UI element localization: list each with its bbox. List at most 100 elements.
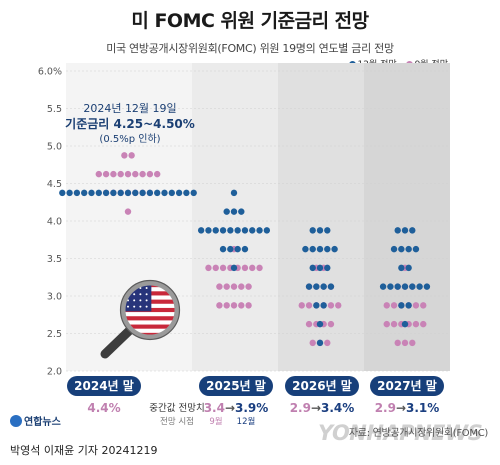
agency-badge-icon — [10, 415, 22, 427]
dot-dec — [313, 283, 320, 290]
y-tick-label: 4.5 — [47, 179, 62, 190]
dot-sep — [241, 264, 249, 272]
median-2: 2.9→3.4% — [290, 401, 355, 415]
y-tick-label: 6.0% — [38, 67, 62, 78]
dot-dec — [249, 227, 256, 234]
median-sep: 3.4 — [204, 401, 225, 415]
dot-sep — [216, 283, 223, 290]
dot-dec — [73, 189, 81, 197]
dot-dec — [197, 227, 205, 234]
dot-dec — [324, 245, 331, 253]
median-dec: 3.9% — [235, 401, 268, 415]
dot-sep — [390, 302, 398, 309]
watermark: YONHAPNEWS — [318, 421, 483, 445]
dot-sep — [327, 320, 335, 328]
median-sep: 2.9 — [290, 401, 311, 415]
dot-sep — [238, 302, 245, 309]
dot-sep — [146, 170, 154, 178]
y-tick-label: 5.0 — [47, 142, 62, 153]
dot-dec — [139, 189, 146, 197]
dot-dec — [205, 227, 212, 234]
dot-sep — [154, 170, 161, 178]
dot-sep — [128, 152, 135, 159]
dot-sep — [249, 264, 256, 272]
dot-dec — [324, 264, 331, 272]
dot-dec — [387, 283, 394, 290]
dot-sep — [230, 302, 238, 309]
dot-dec — [405, 245, 412, 253]
median-arrow: → — [225, 401, 235, 415]
column-backgrounds — [66, 63, 450, 371]
dot-dec — [227, 227, 234, 234]
dot-sep — [102, 170, 110, 178]
dot-dec — [305, 283, 313, 290]
dot-dec — [412, 245, 420, 253]
dot-dec — [309, 264, 316, 272]
dot-dec — [398, 302, 405, 309]
median-note-title: 중간값 전망치 — [149, 402, 204, 414]
dot-dec — [223, 208, 230, 215]
dot-dec — [117, 189, 124, 197]
dot-dec — [327, 283, 335, 290]
credit-line: 박영석 이재윤 기자 20241219 — [10, 444, 158, 457]
year-pill — [285, 376, 359, 396]
dot-dec — [154, 189, 161, 197]
dot-dec — [401, 283, 409, 290]
year-pill-label: 2026년 말 — [292, 379, 352, 393]
dot-dec — [81, 189, 88, 197]
dot-dec — [316, 320, 324, 328]
flag-stripe — [123, 324, 177, 329]
dot-dec — [309, 227, 316, 234]
dot-dec — [230, 189, 238, 197]
column-bg-1 — [192, 63, 278, 371]
dot-sep — [121, 152, 128, 159]
dot-sep — [327, 302, 335, 309]
dot-dec — [331, 245, 338, 253]
dot-dec — [227, 245, 234, 253]
magnifier-handle — [100, 324, 136, 359]
flag-star — [139, 305, 142, 308]
median-dec: 3.4% — [321, 401, 354, 415]
annotation-2024: 2024년 12월 19일 기준금리 4.25~4.50% (0.5%p 인하) — [65, 101, 195, 145]
chart-subtitle: 미국 연방공개시장위원회(FOMC) 위원 19명의 연도별 금리 전망 — [106, 42, 394, 55]
dot-dec — [234, 227, 241, 234]
column-bg-3 — [364, 63, 450, 371]
dot-sep — [230, 283, 238, 290]
dot-sep — [132, 170, 139, 178]
dot-dec — [132, 189, 139, 197]
dot-dec — [316, 339, 324, 347]
dot-dec — [316, 227, 324, 234]
magnifier-flag-icon — [100, 279, 181, 359]
dot-dec — [316, 264, 324, 272]
dot-dec — [416, 283, 423, 290]
agency-logo: 연합뉴스 — [10, 413, 61, 428]
median-dec: 3.1% — [406, 401, 439, 415]
dot-dec — [110, 189, 117, 197]
dot-dec — [313, 302, 320, 309]
dot-sep — [420, 320, 427, 328]
dot-sep — [245, 283, 252, 290]
dot-dec — [394, 283, 401, 290]
dot-sep — [309, 339, 316, 347]
year-pill — [199, 376, 273, 396]
dot-sep — [420, 302, 427, 309]
dot-sep — [95, 170, 103, 178]
agency-label: 연합뉴스 — [24, 417, 61, 428]
dot-sep — [305, 320, 313, 328]
dot-dec — [230, 264, 238, 272]
median-label-sep: 9월 — [209, 416, 222, 427]
dot-dec — [238, 208, 245, 215]
year-pill-label: 2025년 말 — [206, 379, 266, 393]
dot-dec — [66, 189, 73, 197]
dot-dec — [398, 245, 405, 253]
dot-sep — [223, 302, 230, 309]
dot-sep — [124, 170, 132, 178]
dot-dec — [320, 302, 327, 309]
dot-dec — [168, 189, 175, 197]
dot-dec — [234, 245, 241, 253]
dot-sep — [256, 264, 263, 272]
dot-dec — [183, 189, 190, 197]
dot-sep — [324, 339, 331, 347]
dot-dec — [256, 227, 263, 234]
